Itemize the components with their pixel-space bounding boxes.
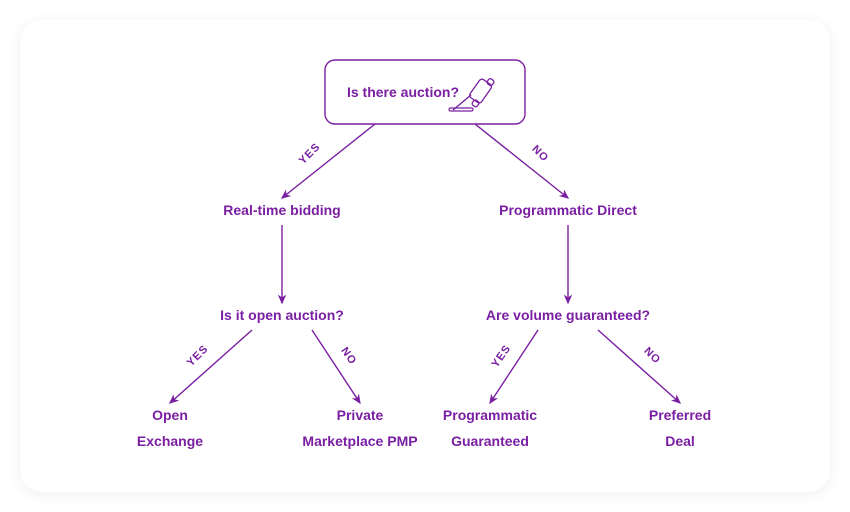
edge	[170, 330, 252, 403]
edge	[598, 330, 680, 403]
node-leaf_1b-line2: Marketplace PMP	[302, 433, 417, 449]
node-leaf_1b-line1: Private	[337, 407, 384, 423]
edge	[475, 124, 568, 198]
edge-label-yes: YES	[489, 343, 513, 370]
node-leaf_1a-line2: Exchange	[137, 433, 203, 449]
decision-tree: YES NO YES NO YES NO Is there auction? Real-tim…	[20, 20, 830, 492]
edge-label-no: NO	[641, 345, 663, 367]
edge-label-yes: YES	[185, 343, 211, 369]
edge	[312, 330, 360, 403]
node-leaf_2a-line2: Guaranteed	[451, 433, 529, 449]
node-lvl2_left: Is it open auction?	[220, 307, 344, 323]
root-node-label: Is there auction?	[347, 84, 459, 100]
edge-label-no: NO	[338, 345, 358, 367]
node-lvl1_left: Real-time bidding	[223, 202, 340, 218]
edge	[282, 124, 375, 198]
node-leaf_2b-line2: Deal	[665, 433, 695, 449]
node-leaf_2b-line1: Preferred	[649, 407, 711, 423]
edge-label-yes: YES	[297, 141, 323, 167]
node-lvl1_right: Programmatic Direct	[499, 202, 637, 218]
edge-label-no: NO	[529, 143, 551, 165]
diagram-card: YES NO YES NO YES NO Is there auction? Real-tim…	[20, 20, 830, 492]
node-leaf_2a-line1: Programmatic	[443, 407, 537, 423]
node-lvl2_right: Are volume guaranteed?	[486, 307, 650, 323]
node-leaf_1a-line1: Open	[152, 407, 188, 423]
